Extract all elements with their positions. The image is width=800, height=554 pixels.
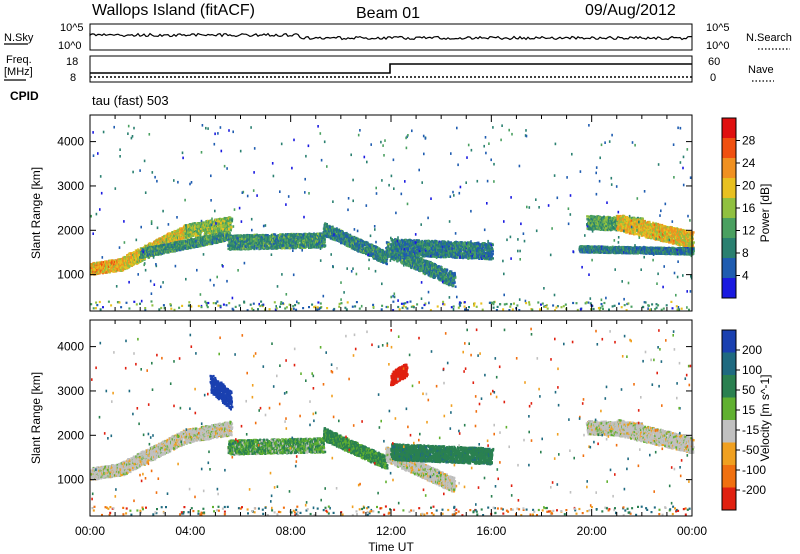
echo-cell bbox=[192, 234, 194, 237]
echo-cell bbox=[98, 265, 101, 269]
date-title: 09/Aug/2012 bbox=[585, 2, 676, 19]
freq-tick-high: 18 bbox=[66, 56, 78, 68]
freq-panel-frame bbox=[89, 55, 693, 83]
cpid-label: CPID bbox=[10, 89, 39, 103]
echo-cell bbox=[232, 242, 235, 245]
freq-label-2: [MHz] bbox=[4, 66, 33, 78]
power-echoes bbox=[89, 124, 695, 312]
echo-cell bbox=[231, 219, 234, 222]
beam-title: Beam 01 bbox=[356, 5, 420, 22]
echo-cell bbox=[92, 262, 95, 266]
noise-right-tick-low: 10^0 bbox=[706, 40, 730, 52]
echo-cell bbox=[97, 266, 100, 269]
freq-label-1: Freq. bbox=[6, 54, 32, 66]
echo-cell bbox=[100, 260, 103, 264]
noise-left-tick-low: 10^0 bbox=[58, 40, 82, 52]
echo-cell bbox=[94, 268, 97, 272]
noise-right-label: N.Search bbox=[746, 32, 792, 44]
echo-cell bbox=[193, 222, 196, 225]
echo-cell bbox=[240, 237, 243, 241]
freq-tick-low: 8 bbox=[70, 72, 76, 84]
noise-left-label: N.Sky bbox=[4, 32, 34, 44]
freq-panel: Freq. [MHz] 18 8 60 0 Nave bbox=[4, 54, 774, 84]
echo-cell bbox=[230, 226, 233, 229]
nave-tick-high: 60 bbox=[708, 56, 720, 68]
echo-cell bbox=[247, 248, 250, 251]
echo-cell bbox=[241, 247, 244, 250]
noise-left-tick-high: 10^5 bbox=[60, 22, 84, 34]
echo-cell bbox=[98, 270, 101, 273]
echo-cell bbox=[255, 247, 258, 250]
cpid-value: tau (fast) 503 bbox=[92, 93, 169, 108]
station-title: Wallops Island (fitACF) bbox=[92, 2, 255, 19]
freq-trace bbox=[90, 63, 692, 74]
nave-tick-low: 0 bbox=[710, 72, 716, 84]
echo-cell bbox=[220, 222, 222, 225]
echo-cell bbox=[98, 267, 101, 270]
noise-sky-trace bbox=[89, 32, 692, 41]
echo-cell bbox=[253, 247, 256, 251]
noise-right-tick-high: 10^5 bbox=[706, 22, 730, 34]
echo-cell bbox=[97, 263, 100, 266]
noise-panel: N.Sky 10^5 10^0 10^5 10^0 N.Search bbox=[4, 22, 792, 52]
nave-label: Nave bbox=[748, 64, 774, 76]
echo-cell bbox=[199, 233, 202, 236]
